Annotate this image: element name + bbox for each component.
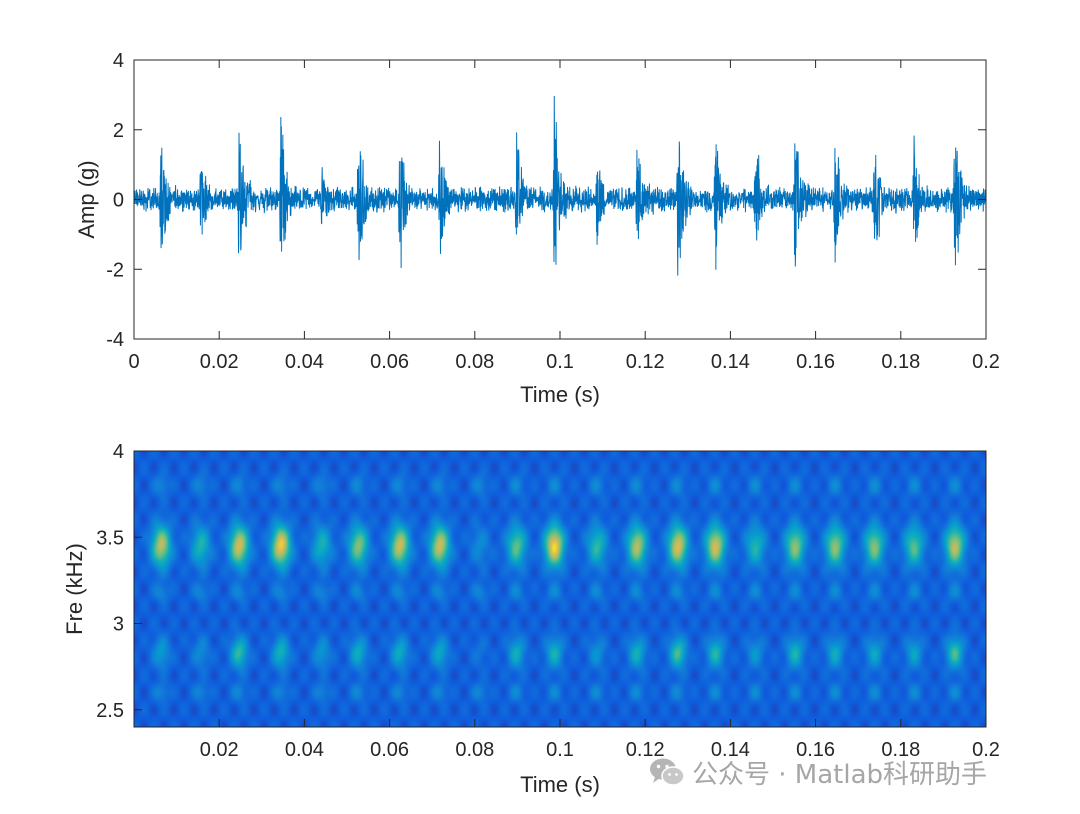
x-tick-label: 0.16: [796, 739, 835, 761]
y-tick-label: 3.5: [96, 527, 124, 549]
time-signal-chart: 0 0.02 0.04 0.06 0.08 0.1 0.12 0.14 0.16 0.18 0.2 -…: [74, 50, 1000, 407]
time-frequency-heatmap: [134, 451, 986, 727]
x-tick-label: 0.06: [370, 739, 409, 761]
x-tick-label: 0.08: [455, 739, 494, 761]
x-tick-label: 0.14: [711, 351, 750, 373]
x-tick-label: 0.02: [200, 351, 239, 373]
x-tick-label: 0.2: [972, 351, 1000, 373]
watermark: 公众号 · Matlab科研助手: [648, 754, 987, 790]
time-frequency-y-axis-label: Fre (kHz): [62, 543, 87, 635]
x-tick-label: 0.1: [546, 739, 574, 761]
x-tick-label: 0.16: [796, 351, 835, 373]
x-tick-label: 0: [128, 351, 139, 373]
x-tick-label: 0.06: [370, 351, 409, 373]
time-frequency-chart: 0.02 0.04 0.06 0.08 0.1 0.12 0.14 0.16 0.18 0.2 2.…: [62, 441, 1000, 797]
y-tick-label: -4: [106, 329, 124, 351]
time-frequency-x-axis-label: Time (s): [520, 772, 600, 797]
signal-series-line: [134, 95, 986, 276]
x-tick-label: 0.04: [285, 351, 324, 373]
watermark-text: 公众号 · Matlab科研助手: [692, 759, 988, 790]
time-frequency-ticks: 0.02 0.04 0.06 0.08 0.1 0.12 0.14 0.16 0.18 0.2 2.…: [96, 441, 1000, 761]
x-tick-label: 0.02: [200, 739, 239, 761]
time-signal-y-axis-label: Amp (g): [74, 160, 99, 238]
x-tick-label: 0.04: [285, 739, 324, 761]
y-tick-label: 0: [113, 190, 124, 212]
y-tick-label: 2.5: [96, 700, 124, 722]
x-tick-label: 0.12: [626, 739, 665, 761]
y-tick-label: 3: [113, 614, 124, 636]
y-tick-label: -2: [106, 259, 124, 281]
y-tick-label: 4: [113, 50, 124, 72]
y-tick-label: 4: [113, 441, 124, 463]
time-signal-x-axis-label: Time (s): [520, 382, 600, 407]
x-tick-label: 0.1: [546, 351, 574, 373]
time-signal-ticks: 0 0.02 0.04 0.06 0.08 0.1 0.12 0.14 0.16 0.18 0.2 -…: [106, 50, 1000, 373]
y-tick-label: 2: [113, 120, 124, 142]
x-tick-label: 0.08: [455, 351, 494, 373]
wechat-icon: [650, 758, 685, 786]
x-tick-label: 0.18: [881, 739, 920, 761]
x-tick-label: 0.12: [626, 351, 665, 373]
x-tick-label: 0.14: [711, 739, 750, 761]
x-tick-label: 0.2: [972, 739, 1000, 761]
x-tick-label: 0.18: [881, 351, 920, 373]
